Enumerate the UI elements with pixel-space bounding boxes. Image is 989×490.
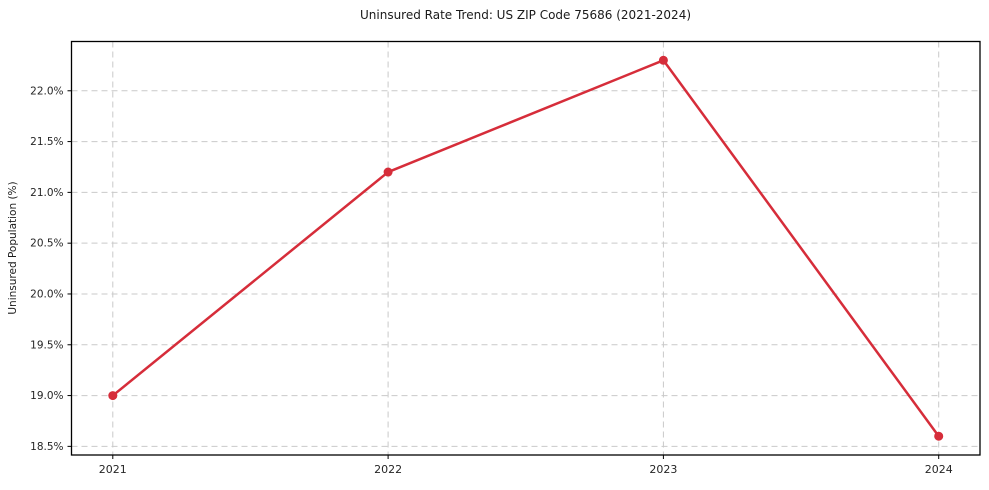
grid-lines [71,41,980,455]
y-tick-label: 18.5% [30,441,63,453]
data-point [383,167,393,177]
y-tick-label: 19.0% [30,390,63,402]
y-tick-label: 21.0% [30,187,63,199]
y-tick-label: 22.0% [30,85,63,97]
data-point [658,55,668,65]
plot-border [70,40,981,456]
data-point [934,431,944,441]
axes: 18.5% 19.0% 19.5% 20.0% 20.5% 21.0% 21.5% 22.0%… [30,85,953,476]
y-tick-label: 21.5% [30,136,63,148]
x-tick-label: 2024 [925,463,953,476]
trend-line [111,59,940,438]
x-tick-label: 2022 [374,463,402,476]
x-tick-label: 2021 [99,463,127,476]
y-tick-label: 20.5% [30,238,63,250]
data-point [108,391,118,401]
x-tick-label: 2023 [649,463,677,476]
y-tick-label: 20.0% [30,288,63,300]
chart-title: Uninsured Rate Trend: US ZIP Code 75686 … [359,8,692,22]
y-tick-label: 19.5% [30,339,63,351]
